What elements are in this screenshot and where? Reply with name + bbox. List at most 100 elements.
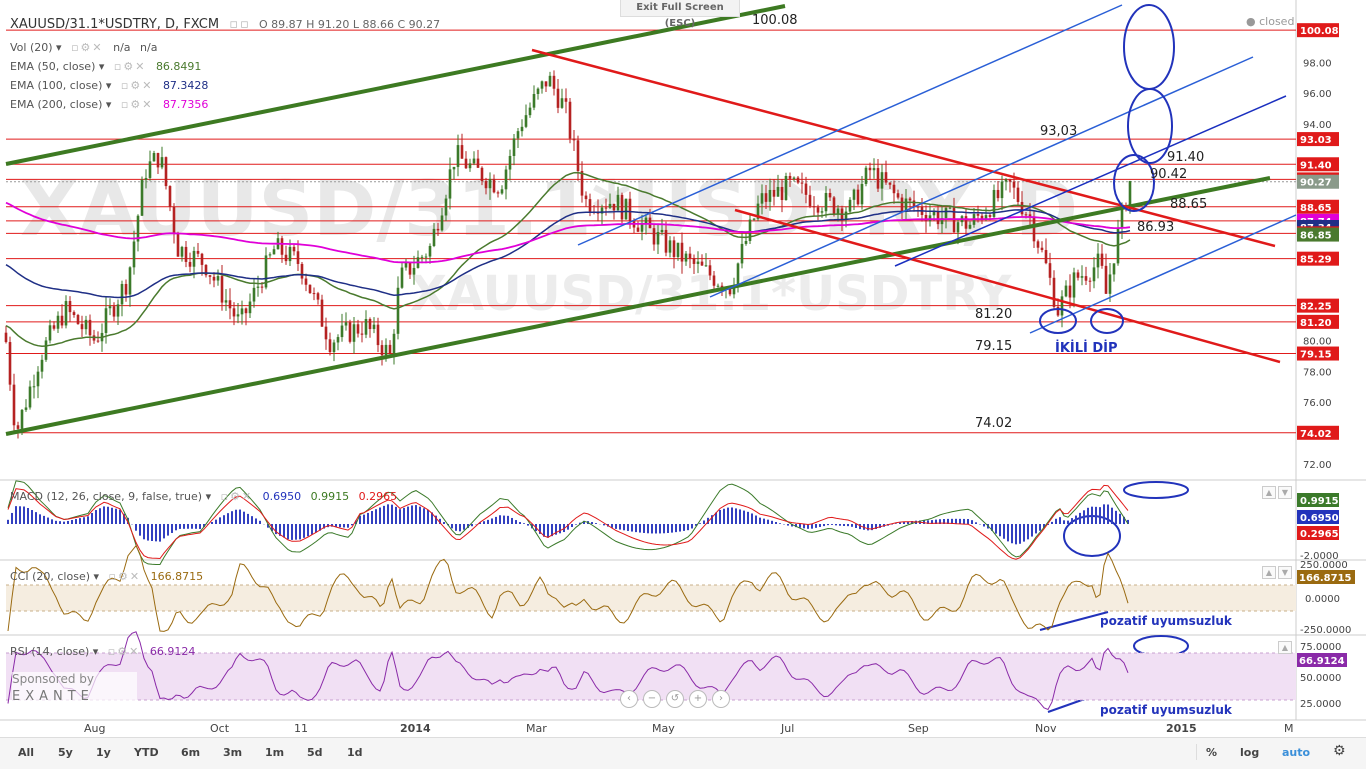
zoom-in-icon[interactable]: + (689, 690, 707, 708)
candle-body (624, 198, 628, 220)
candle-body (620, 194, 624, 220)
settings-gear-icon[interactable]: ⚙ (1333, 743, 1346, 759)
blue-channel-dark (894, 95, 1287, 267)
cci-buttons[interactable]: ▫⚙✕ (108, 570, 142, 583)
tf-1m[interactable]: 1m (265, 746, 285, 759)
candle-body (924, 214, 928, 222)
candle-body (476, 158, 480, 168)
vol-legend[interactable]: Vol (20) ▾ ▫⚙✕ n/a n/a (10, 41, 158, 54)
price-tag (1297, 227, 1339, 242)
candle-body (1040, 247, 1044, 251)
candle-body (1028, 214, 1032, 217)
tf-5y[interactable]: 5y (58, 746, 73, 759)
macd-buttons[interactable]: ▫⚙✕ (220, 490, 254, 503)
annotation-ellipse (1123, 481, 1189, 499)
macd-legend[interactable]: MACD (12, 26, close, 9, false, true) ▾ ▫… (10, 490, 398, 503)
candle-body (848, 199, 852, 212)
log-toggle[interactable]: log (1240, 746, 1260, 759)
level-label: 90.42 (1150, 167, 1187, 182)
reset-icon[interactable]: ↺ (666, 690, 684, 708)
candle-body (296, 251, 300, 264)
candles (4, 70, 1132, 439)
ema100-legend[interactable]: EMA (100, close) ▾ ▫⚙✕ 87.3428 (10, 79, 209, 92)
candle-body (888, 182, 892, 185)
candle-body (1012, 181, 1016, 188)
candle-body (284, 254, 288, 262)
tf-6m[interactable]: 6m (181, 746, 201, 759)
cci-up-button[interactable]: ▲ (1262, 566, 1276, 579)
sponsor-text: Sponsored by (12, 672, 94, 686)
candle-body (1120, 205, 1124, 228)
candle-body (996, 189, 1000, 199)
tf-3m[interactable]: 3m (223, 746, 243, 759)
candle-body (704, 265, 708, 267)
candle-body (876, 168, 880, 189)
tf-5d[interactable]: 5d (307, 746, 323, 759)
candle-body (96, 340, 100, 342)
tf-1y[interactable]: 1y (96, 746, 111, 759)
candle-body (324, 326, 328, 340)
ema50-buttons[interactable]: ▫⚙✕ (113, 60, 147, 73)
level-label: 81.20 (975, 307, 1012, 322)
zoom-out-icon[interactable]: − (643, 690, 661, 708)
candle-body (236, 314, 240, 317)
cci-down-button[interactable]: ▼ (1278, 566, 1292, 579)
ema200-legend[interactable]: EMA (200, close) ▾ ▫⚙✕ 87.7356 (10, 98, 209, 111)
macd-down-button[interactable]: ▼ (1278, 486, 1292, 499)
candle-body (212, 276, 216, 281)
rsi-line (7, 631, 1129, 711)
tf-1d[interactable]: 1d (347, 746, 363, 759)
time-tick: 2015 (1166, 722, 1197, 735)
candle-body (464, 158, 468, 169)
cci-legend[interactable]: CCI (20, close) ▾ ▫⚙✕ 166.8715 (10, 570, 204, 583)
candle-body (912, 200, 916, 207)
symbol-legend[interactable]: XAUUSD/31.1*USDTRY, D, FXCM ▫▫ O 89.87 H… (10, 17, 440, 32)
candle-body (948, 207, 952, 209)
candle-body (404, 262, 408, 268)
main-chart[interactable]: XAUUSD/31.1*USDTRY, DXAUUSD/31.1*USDTRY1… (0, 0, 1366, 737)
candle-body (836, 208, 840, 215)
tf-ytd[interactable]: YTD (134, 746, 159, 759)
rsi-buttons[interactable]: ▫⚙✕ (107, 645, 141, 658)
ema100-buttons[interactable]: ▫⚙✕ (120, 79, 154, 92)
exit-fullscreen-button[interactable]: Exit Full Screen (ESC) (620, 0, 740, 29)
percent-toggle[interactable]: % (1206, 746, 1218, 759)
symbol-buttons[interactable]: ▫▫ (229, 17, 251, 32)
candle-body (344, 322, 348, 326)
rsi-up-button[interactable]: ▲ (1278, 641, 1292, 654)
candle-body (260, 286, 264, 288)
ema50-line (5, 171, 1131, 348)
candle-body (616, 194, 620, 211)
ema200-buttons[interactable]: ▫⚙✕ (120, 98, 154, 111)
rsi-legend[interactable]: RSI (14, close) ▾ ▫⚙✕ 66.9124 (10, 645, 196, 658)
ema50-legend[interactable]: EMA (50, close) ▾ ▫⚙✕ 86.8491 (10, 60, 202, 73)
vol-label: Vol (20) (10, 41, 53, 54)
price-tag (1297, 174, 1339, 189)
macd-v3: 0.2965 (358, 490, 398, 503)
candle-body (1052, 277, 1056, 307)
candle-body (600, 207, 604, 214)
candle-body (268, 254, 272, 256)
price-tag-text: 82.25 (1300, 302, 1332, 313)
candle-body (148, 161, 152, 178)
tf-all[interactable]: All (18, 746, 35, 759)
price-tick: 80.00 (1303, 336, 1332, 347)
vol-buttons[interactable]: ▫⚙✕ (71, 41, 104, 54)
auto-toggle[interactable]: auto (1282, 746, 1311, 759)
candle-body (548, 75, 552, 87)
macd-tick: -2.0000 (1300, 551, 1339, 562)
sponsor-badge[interactable]: Sponsored by EXANTE (12, 672, 137, 712)
price-tag (1297, 346, 1339, 361)
candle-body (512, 138, 516, 156)
candle-body (792, 177, 796, 179)
candle-body (776, 186, 780, 197)
scroll-right-icon[interactable]: › (712, 690, 730, 708)
macd-up-button[interactable]: ▲ (1262, 486, 1276, 499)
candle-body (956, 222, 960, 233)
candle-body (736, 263, 740, 286)
scroll-left-icon[interactable]: ‹ (620, 690, 638, 708)
candle-body (568, 101, 572, 139)
zoom-controls[interactable]: ‹ − ↺ + › (620, 690, 735, 708)
candle-body (864, 167, 868, 184)
candle-body (316, 293, 320, 300)
